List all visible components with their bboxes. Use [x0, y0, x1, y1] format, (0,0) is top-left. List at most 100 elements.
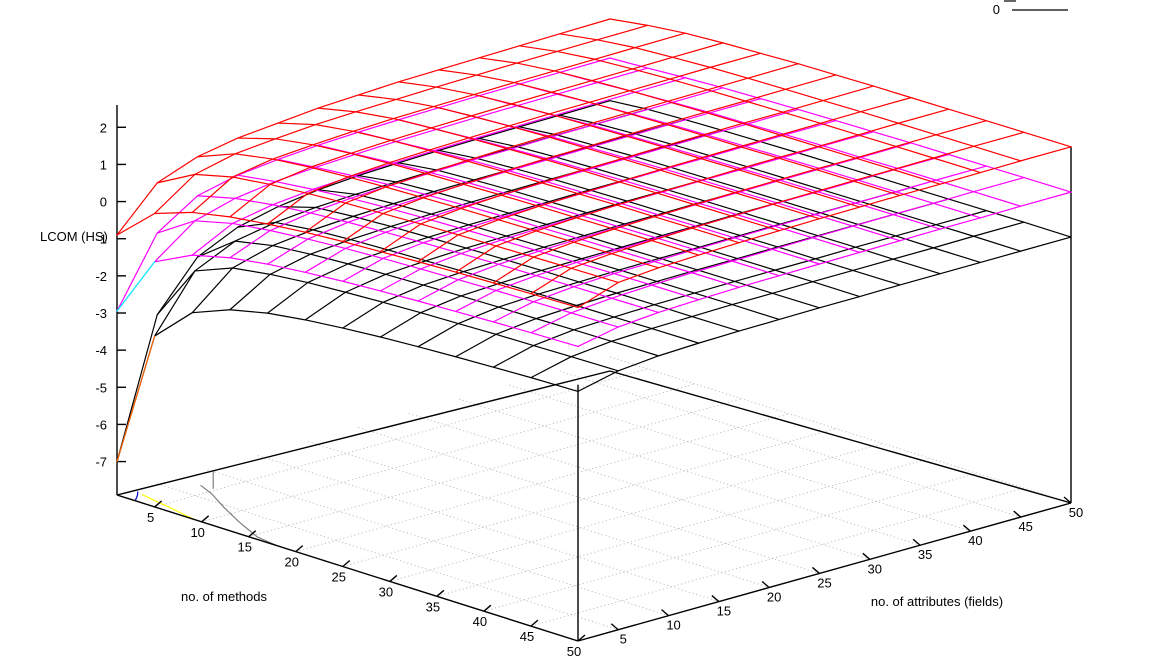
x-tick-label: 20: [285, 555, 299, 570]
y-tick-mark: [1013, 510, 1022, 518]
mesh-isoline-y: [609, 57, 1072, 193]
floor-contours: [134, 471, 278, 547]
mesh-isoline-y: [196, 195, 660, 314]
y-tick-mark: [711, 595, 720, 603]
mesh-isoline-y: [116, 211, 579, 309]
mesh-isoline-x: [577, 191, 1072, 348]
z-tick-label: 2: [100, 120, 107, 135]
floor-contour-blue: [134, 491, 139, 502]
floor-gridline-y: [207, 469, 669, 617]
floor-gridline-x: [201, 383, 695, 523]
mesh-isoline-y: [116, 309, 579, 463]
edge-cyan-edge: [116, 261, 156, 312]
x-tick-label: 40: [473, 614, 487, 629]
y-tick-label: 25: [817, 575, 831, 590]
floor-gridline-x: [389, 442, 883, 582]
mesh-isoline-y: [277, 206, 740, 332]
mesh-isoline-y: [196, 153, 660, 269]
axes: [116, 105, 1072, 642]
x-tick-label: 15: [237, 540, 251, 555]
floor-gridline-y: [408, 412, 870, 560]
floor-gridline-y: [609, 356, 1072, 504]
mesh-isoline-y: [156, 173, 619, 284]
y-tick-label: 50: [1069, 505, 1083, 520]
floor-contour-gray: [200, 484, 278, 547]
floor-gridline-x: [436, 457, 931, 597]
mesh-isoline-x: [530, 176, 1025, 334]
x-tick-mark: [483, 604, 492, 612]
floor-edge-y-front: [577, 502, 1072, 642]
x-tick-mark: [577, 634, 586, 642]
y-axis-title: no. of attributes (fields): [871, 594, 1003, 609]
mesh-isoline-y: [196, 240, 660, 357]
floor-gridline-x: [295, 413, 789, 553]
mesh-isoline-y: [559, 33, 1022, 162]
z-tick-label: -1: [95, 232, 107, 247]
y-tick-label: 45: [1018, 519, 1032, 534]
x-tick-label: 35: [426, 599, 440, 614]
y-tick-label: 35: [918, 547, 932, 562]
mesh-isoline-y: [438, 69, 901, 197]
y-tick-mark: [1063, 496, 1072, 504]
x-tick-label: 10: [190, 525, 204, 540]
surface-upper-surface: [116, 18, 1072, 309]
x-tick-mark: [154, 500, 163, 508]
x-tick-label: 50: [567, 644, 581, 659]
y-tick-label: 20: [767, 589, 781, 604]
mesh-isoline-y: [237, 221, 700, 344]
floor-gridline-y: [157, 483, 619, 631]
x-tick-mark: [295, 545, 304, 553]
x-tick-mark: [530, 619, 539, 627]
floor-edge-x-back: [609, 370, 1072, 504]
floor-gridline-x: [483, 472, 978, 612]
z-tick-label: -6: [95, 417, 107, 432]
mesh-isoline-y: [277, 158, 740, 288]
x-tick-mark: [342, 559, 351, 568]
y-tick-label: 30: [868, 561, 882, 576]
x-tick-label: 30: [379, 584, 393, 599]
floor-gridline-x: [154, 368, 648, 508]
y-tick-label: 40: [968, 533, 982, 548]
mesh-isoline-x: [116, 100, 611, 463]
z-tick-label: -7: [95, 455, 107, 470]
edge-orange-edge: [116, 335, 156, 463]
y-tick-mark: [962, 524, 971, 532]
mesh-isoline-y: [317, 189, 780, 321]
floor-gridline-y: [509, 384, 971, 532]
mesh-isoline-y: [277, 122, 740, 244]
floor-gridline-x: [248, 398, 742, 538]
y-tick-label: 5: [620, 632, 627, 647]
y-tick-mark: [661, 609, 670, 617]
floor-gridline-y: [257, 455, 720, 603]
z-axis-title: LCOM (HS): [40, 229, 108, 244]
x-tick-label: 25: [332, 570, 346, 585]
mesh-isoline-y: [156, 220, 619, 328]
mesh-isoline-y: [357, 94, 821, 220]
y-tick-mark: [610, 623, 619, 631]
mesh-isoline-y: [357, 174, 821, 309]
x-tick-mark: [201, 515, 210, 523]
floor-gridline-y: [559, 370, 1021, 518]
tick-labels: 210-1-2-3-4-5-6-751015202530354045505101…: [95, 120, 1083, 659]
mesh-isoline-y: [116, 254, 579, 348]
mesh-isoline-y: [237, 174, 700, 301]
floor-gridline-y: [358, 426, 820, 574]
floor-gridline-y: [458, 398, 921, 546]
z-tick-label: -5: [95, 380, 107, 395]
mesh-isoline-y: [237, 137, 700, 256]
y-tick-label: 15: [717, 604, 731, 619]
y-tick-label: 10: [666, 618, 680, 633]
y-tick-mark: [812, 566, 820, 574]
y-tick-mark: [761, 580, 770, 589]
floor-edge-x-front: [116, 494, 579, 642]
floor-gridline-x: [342, 428, 836, 567]
mesh-isoline-y: [156, 267, 619, 372]
axis-titles: LCOM (HS) no. of methods no. of attributes…: [40, 229, 1003, 609]
x-axis-title: no. of methods: [181, 589, 267, 604]
mesh-isoline-y: [398, 81, 861, 208]
x-tick-mark: [389, 574, 398, 582]
mesh-isoline-y: [609, 18, 1072, 148]
x-tick-mark: [436, 589, 445, 597]
